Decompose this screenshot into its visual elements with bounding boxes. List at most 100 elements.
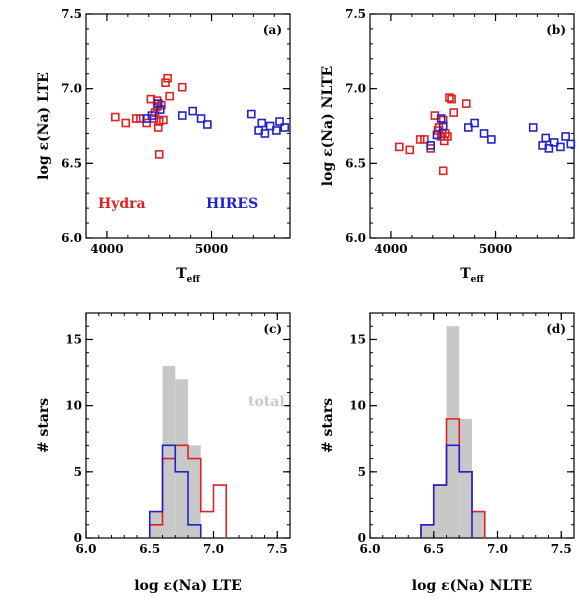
total-bar — [446, 326, 460, 538]
total-bar — [433, 485, 447, 538]
hydra-point — [142, 118, 151, 128]
y-tick-label: 7.5 — [345, 7, 366, 21]
hires-point — [541, 133, 551, 143]
hydra-point — [449, 108, 458, 117]
y-axis-label: log ε(Na) NLTE — [320, 66, 336, 186]
total-bar — [459, 418, 472, 538]
y-tick-label: 0 — [74, 531, 82, 545]
x-axis-label: log ε(Na) NLTE — [412, 578, 532, 594]
x-tick-label: 4000 — [374, 242, 407, 256]
hydra-point — [438, 115, 448, 125]
hires-histogram — [420, 444, 473, 538]
hydra-point — [154, 150, 164, 159]
y-tick-label: 0 — [358, 531, 366, 545]
hires-point — [257, 118, 267, 128]
hires-point — [196, 114, 206, 123]
hydra-point — [420, 135, 429, 144]
hydra-point — [405, 145, 415, 155]
annotation-total: total — [248, 394, 285, 410]
total-bar — [188, 445, 201, 538]
y-tick-label: 7.5 — [61, 7, 82, 21]
hydra-point — [163, 73, 172, 83]
x-tick-label: 6.5 — [139, 542, 160, 556]
hires-point — [153, 99, 163, 108]
hydra-point — [447, 94, 456, 104]
hires-point — [549, 138, 559, 147]
hires-histogram — [148, 444, 202, 538]
hydra-point — [445, 93, 454, 102]
hydra-histogram — [148, 444, 228, 538]
hydra-point — [165, 91, 174, 101]
hires-point — [155, 105, 165, 114]
y-tick-label: 6.5 — [345, 156, 366, 170]
x-axis-label: Teff — [460, 266, 484, 285]
x-tick-label: 7.0 — [487, 542, 508, 556]
x-tick-label: 4000 — [90, 242, 123, 256]
hires-point — [246, 109, 256, 119]
hires-point — [479, 129, 489, 138]
panel-label: (a) — [263, 23, 282, 37]
y-tick-label: 7.0 — [61, 82, 82, 96]
hires-point — [280, 123, 290, 132]
hydra-point — [159, 115, 168, 125]
hires-point — [470, 118, 479, 128]
y-tick-label: 10 — [349, 399, 366, 413]
y-tick-label: 5 — [74, 465, 82, 479]
x-tick-label: 7.5 — [551, 542, 572, 556]
total-bar — [421, 524, 434, 538]
panel-d: 6.0 6.5 7.0 7.5 0 5 10 15 (d) # stars log ε(Na) NL… — [320, 312, 575, 594]
y-tick-label: 10 — [65, 399, 82, 413]
hires-point — [147, 111, 157, 120]
panel-b: 4000 5000 6.0 6.5 7.0 7.5 (b) log ε(Na) NLTE Tef… — [320, 7, 576, 285]
hires-point — [528, 123, 538, 132]
hydra-point — [443, 132, 452, 141]
hydra-point — [461, 99, 471, 108]
hydra-point — [110, 112, 120, 122]
panel-a: 4000 5000 6.0 6.5 7.0 7.5 (a) log ε(Na) LTE Teff… — [36, 7, 291, 285]
y-tick-label: 15 — [349, 332, 366, 346]
hires-point — [260, 129, 270, 138]
hires-point — [566, 139, 576, 149]
hires-point — [561, 132, 570, 141]
hires-point — [275, 117, 284, 126]
x-axis-label: log ε(Na) LTE — [134, 578, 242, 594]
hires-point — [438, 121, 448, 131]
y-axis-label: log ε(Na) LTE — [36, 72, 52, 180]
panel-label: (b) — [546, 23, 566, 37]
hires-point — [265, 121, 275, 131]
y-tick-label: 15 — [65, 332, 82, 346]
panel-label: (d) — [546, 322, 566, 336]
hydra-point — [161, 78, 170, 87]
hires-point — [203, 120, 212, 129]
total-bar — [472, 511, 485, 538]
hires-point — [556, 142, 565, 152]
y-tick-label: 6.0 — [345, 231, 366, 245]
y-axis-label: # stars — [36, 398, 52, 453]
hydra-point — [153, 123, 163, 132]
annotation-hydra: Hydra — [98, 196, 146, 212]
x-axis-label: Teff — [176, 266, 200, 285]
x-tick-label: 6.5 — [423, 542, 444, 556]
total-bar — [162, 365, 176, 538]
hires-point — [177, 111, 187, 120]
x-tick-label: 7.0 — [203, 542, 224, 556]
y-tick-label: 6.0 — [61, 231, 82, 245]
plot-frame — [85, 13, 291, 239]
y-tick-label: 6.5 — [61, 156, 82, 170]
hydra-point — [177, 82, 187, 92]
hires-point — [432, 130, 442, 140]
x-tick-label: 6.0 — [360, 542, 381, 556]
hires-point — [426, 141, 435, 150]
x-tick-label: 5000 — [195, 242, 228, 256]
x-tick-label: 6.0 — [76, 542, 97, 556]
hires-point — [272, 126, 281, 135]
hires-point — [544, 144, 554, 153]
hydra-point — [121, 118, 131, 128]
hires-point — [464, 123, 473, 132]
y-axis-label: # stars — [320, 398, 336, 453]
x-tick-label: 5000 — [479, 242, 512, 256]
total-bar — [175, 379, 188, 538]
annotation-hires: HIRES — [206, 196, 258, 212]
hydra-point — [438, 166, 448, 176]
